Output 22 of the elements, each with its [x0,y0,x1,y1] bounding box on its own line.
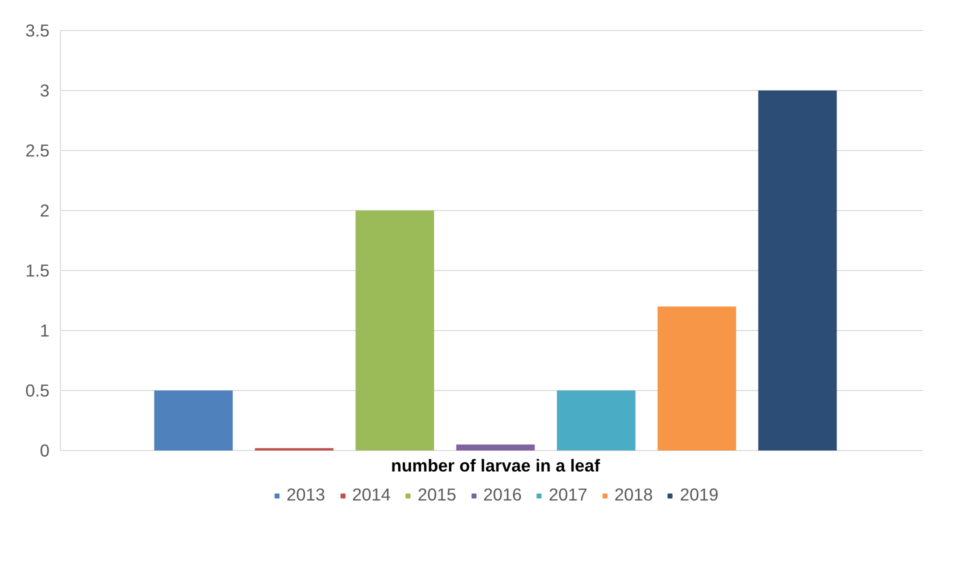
legend-label: 2019 [680,484,718,506]
y-tick-label: 1 [40,320,50,340]
legend-label: 2013 [286,484,326,506]
x-axis-title: number of larvae in a leaf [391,456,600,476]
y-tick-label: 1.5 [25,260,50,280]
y-tick-label: 3.5 [25,20,50,40]
y-tick-label: 2.5 [25,140,50,160]
legend-label: 2015 [418,484,456,506]
bar [556,390,636,450]
bar [758,90,837,450]
y-tick-label: 0 [40,440,50,460]
bar [154,390,233,450]
y-tick-label: 3 [40,80,50,100]
legend-label: 2017 [548,484,588,506]
y-tick-label: 2 [40,200,50,220]
bar [456,444,535,450]
legend-label: 2018 [614,484,653,506]
legend-label: 2014 [352,484,391,506]
bar [658,306,736,450]
y-tick-label: 0.5 [25,380,50,400]
bar [356,210,434,450]
legend-label: 2016 [483,484,522,506]
